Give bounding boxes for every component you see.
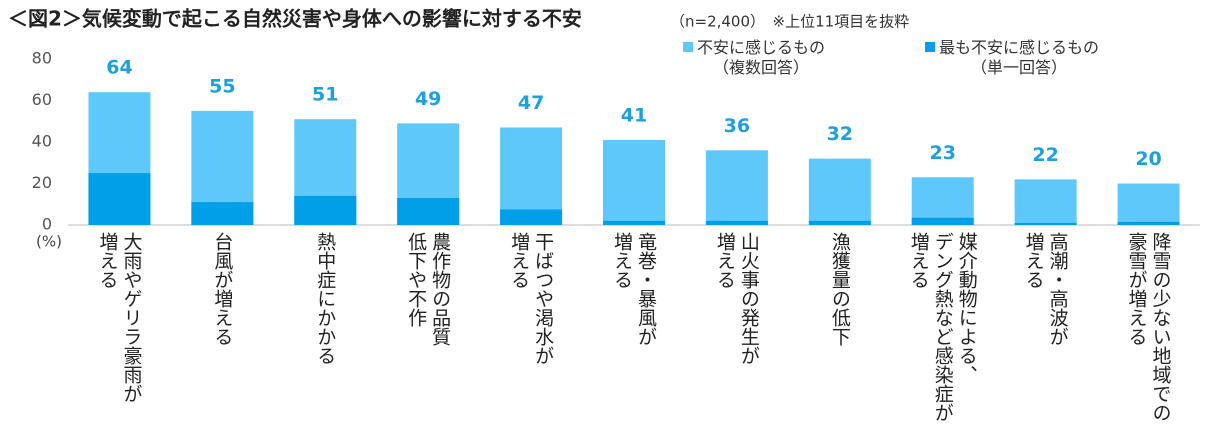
bar xyxy=(705,220,768,225)
x-tick-label: 山火事の発生が 増える xyxy=(713,232,760,365)
x-tick-label: 竜巻・暴風が 増える xyxy=(611,232,657,346)
chart-subtitle: （n=2,400） ※上位11項目を抜粋 xyxy=(670,13,909,31)
x-tick-label: 干ばつや渇水が 増える xyxy=(508,232,555,365)
bar xyxy=(1117,183,1180,225)
x-tick-label: 農作物の品質 低下や不作 xyxy=(405,232,452,346)
x-tick-label: 大雨やゲリラ豪雨が 増える xyxy=(96,232,143,403)
data-label: 55 xyxy=(209,75,235,97)
y-tick-label: 20 xyxy=(32,173,52,192)
bar xyxy=(1014,222,1077,225)
data-label: 64 xyxy=(106,57,132,79)
y-tick-label: 40 xyxy=(32,132,52,151)
x-tick-label: 降雪の少ない地域での 豪雪が増える xyxy=(1125,232,1172,422)
data-label: 32 xyxy=(827,123,853,145)
data-label: 23 xyxy=(930,142,956,164)
data-label: 22 xyxy=(1032,144,1058,166)
bar xyxy=(705,150,768,225)
bar xyxy=(808,220,871,225)
x-tick-label: 媒介動物による、 デング熱など感染症が 増える xyxy=(907,232,978,422)
bar xyxy=(88,173,151,225)
bar xyxy=(911,177,974,225)
bar xyxy=(397,198,460,225)
bar xyxy=(603,220,665,225)
bar xyxy=(294,195,357,225)
y-tick-label: 60 xyxy=(32,90,52,109)
data-label: 36 xyxy=(724,115,750,137)
legend-swatch xyxy=(925,42,935,52)
chart-title: ＜図2＞気候変動で起こる自然災害や身体への影響に対する不安 xyxy=(8,7,582,31)
bar xyxy=(1117,221,1180,225)
bar xyxy=(1014,179,1077,225)
data-label: 51 xyxy=(312,84,338,106)
bar xyxy=(911,217,974,225)
y-tick-label: 80 xyxy=(32,49,52,68)
bar xyxy=(191,202,254,225)
bar xyxy=(808,158,871,225)
y-unit: (%) xyxy=(36,233,62,251)
y-tick-label: 0 xyxy=(42,215,52,234)
x-tick-label: 台風が増える xyxy=(211,232,234,346)
data-label: 49 xyxy=(415,88,441,110)
data-label: 20 xyxy=(1135,148,1161,170)
legend-swatch xyxy=(683,42,693,52)
data-label: 41 xyxy=(621,104,647,126)
legend-label: 最も不安に感じるもの （単一回答） xyxy=(939,38,1100,77)
x-tick-label: 漁獲量の低下 xyxy=(828,232,851,346)
bar xyxy=(603,139,665,225)
bar xyxy=(500,209,563,225)
data-label: 47 xyxy=(518,92,544,114)
bar xyxy=(500,127,563,225)
x-tick-label: 高潮・高波が 増える xyxy=(1022,232,1069,346)
x-tick-label: 熱中症にかかる xyxy=(314,232,337,365)
legend-label: 不安に感じるもの （複数回答） xyxy=(697,38,826,77)
